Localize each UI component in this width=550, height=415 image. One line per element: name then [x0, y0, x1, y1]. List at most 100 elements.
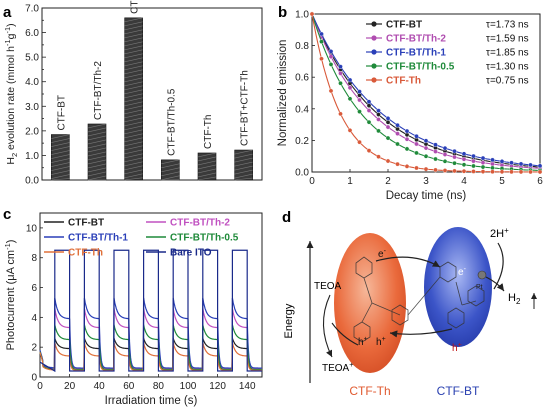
bar-hatch-a — [87, 163, 107, 169]
y-tick-label-a: 7.0 — [25, 4, 39, 15]
decay-point — [471, 169, 476, 174]
x-tick-label-c: 60 — [123, 381, 135, 392]
bar-hatch-a — [234, 173, 253, 179]
decay-point — [347, 77, 353, 83]
bar-hatch-a — [124, 61, 143, 67]
bar-hatch-a — [124, 113, 143, 119]
decay-point — [366, 119, 372, 125]
y-tick-label-b: 0.6 — [295, 73, 309, 84]
bar-hatch-a — [124, 117, 143, 123]
x-tick-label-c: 0 — [37, 381, 43, 392]
bar-hatch-a — [124, 89, 143, 95]
decay-point — [395, 126, 400, 132]
decay-point — [404, 164, 410, 169]
teoa-oxidation-arrow — [322, 294, 333, 358]
legend-label-b: CTF-BT/Th-1 — [386, 48, 446, 59]
h-plus-left-1: h+ — [358, 336, 368, 348]
decay-point — [319, 31, 324, 37]
bar-hatch-a — [124, 41, 143, 47]
bar-hatch-a — [124, 177, 143, 181]
y-tick-label-c: 4 — [31, 313, 37, 324]
legend-label-c: CTF-BT/Th-0.5 — [170, 233, 239, 244]
axes-c: 0 20 40 60 80 100 120 140 0 2 4 6 8 10 Irradiation tim… — [3, 212, 263, 407]
decay-point — [433, 156, 438, 162]
bar-hatch-a — [87, 147, 107, 153]
panel-letter-d: d — [282, 209, 291, 226]
bar-label-a: CTF-BT — [56, 95, 67, 131]
y-tick-label-b: 0.2 — [295, 136, 309, 147]
decay-point — [357, 97, 362, 103]
bar-hatch-a — [124, 133, 143, 139]
y-tick-label-a: 1.0 — [25, 151, 39, 162]
decay-point — [471, 158, 476, 164]
bar-hatch-a — [124, 93, 143, 99]
decay-point — [414, 141, 419, 147]
bar-hatch-a — [124, 45, 143, 51]
bar-hatch-a — [87, 135, 107, 141]
decay-point — [404, 146, 410, 152]
decay-point — [433, 142, 438, 148]
photocurrent-line — [39, 308, 262, 370]
lines-b — [309, 11, 543, 175]
x-tick-label-b: 5 — [499, 176, 505, 187]
decay-point — [404, 128, 410, 134]
legend-b: CTF-BT τ=1.73 ns CTF-BT/Th-2 τ=1.59 ns CTF-B… — [366, 20, 529, 87]
bar-a — [234, 149, 253, 181]
x-tick-label-b: 3 — [423, 176, 429, 187]
bar-hatch-a — [87, 167, 107, 173]
legend-c: CTF-BT CTF-BT/Th-2 CTF-BT/Th-1 CTF-BT/Th-0.… — [44, 218, 239, 259]
bar-hatch-a — [234, 157, 253, 163]
decay-point — [480, 164, 486, 170]
bar-hatch-a — [197, 152, 217, 158]
decay-point — [452, 160, 457, 166]
bar-hatch-a — [51, 150, 70, 155]
decay-point — [499, 159, 505, 164]
bar-hatch-a — [124, 141, 143, 147]
bar-hatch-a — [161, 171, 180, 177]
x-axis-title-b: Decay time (ns) — [386, 190, 467, 202]
decay-point — [347, 96, 353, 102]
photocurrent-line — [39, 249, 262, 373]
y-tick-label-a: 2.0 — [25, 126, 39, 137]
bar-hatch-a — [124, 161, 143, 167]
y-tick-label-a: 5.0 — [25, 53, 39, 64]
y-tick-label-a: 3.0 — [25, 102, 39, 113]
legend-label-c: CTF-Th — [68, 248, 103, 259]
decay-point — [414, 150, 419, 156]
bar-hatch-a — [124, 77, 143, 83]
decay-point — [385, 116, 391, 121]
bar-hatch-a — [87, 175, 107, 181]
bar-hatch-a — [124, 33, 143, 39]
bar-hatch-a — [124, 101, 143, 107]
photocurrent-line — [39, 342, 262, 371]
bar-a — [124, 17, 143, 181]
legend-label-c: Bare ITO — [170, 248, 212, 259]
decay-point — [528, 169, 533, 175]
bar-hatch-a — [161, 167, 180, 173]
decay-point — [490, 157, 495, 163]
bar-hatch-a — [87, 171, 107, 177]
bar-hatch-a — [51, 154, 70, 159]
bar-hatch-a — [87, 159, 107, 165]
bar-hatch-a — [51, 138, 70, 143]
y-tick-label-b: 1.0 — [295, 10, 309, 21]
bar-hatch-a — [124, 137, 143, 143]
two-h-plus-label: 2H+ — [490, 226, 509, 240]
bar-hatch-a — [124, 65, 143, 71]
teoa-hole-arrow — [331, 322, 359, 346]
decay-point — [499, 169, 505, 175]
molecule-structure — [353, 256, 485, 343]
axes-b: 0 1 2 3 4 5 6 0.0 0.2 0.4 0.6 0.8 1.0 Decay time (ns)… — [277, 10, 543, 203]
bar-hatch-a — [124, 81, 143, 87]
bar-hatch-a — [87, 143, 107, 149]
x-tick-label-c: 20 — [64, 381, 76, 392]
bar-hatch-a — [87, 155, 107, 161]
y-tick-label-c: 6 — [31, 283, 37, 294]
e-minus-left: e- — [378, 248, 387, 260]
y-axis-label-a: H2 evolution rate (mmol h-1g-1) — [3, 23, 19, 164]
decay-point — [366, 148, 372, 153]
panel-letter-a: a — [3, 4, 12, 21]
bar-hatch-a — [124, 149, 143, 155]
bar-hatch-a — [197, 160, 217, 166]
decay-point — [442, 152, 448, 157]
